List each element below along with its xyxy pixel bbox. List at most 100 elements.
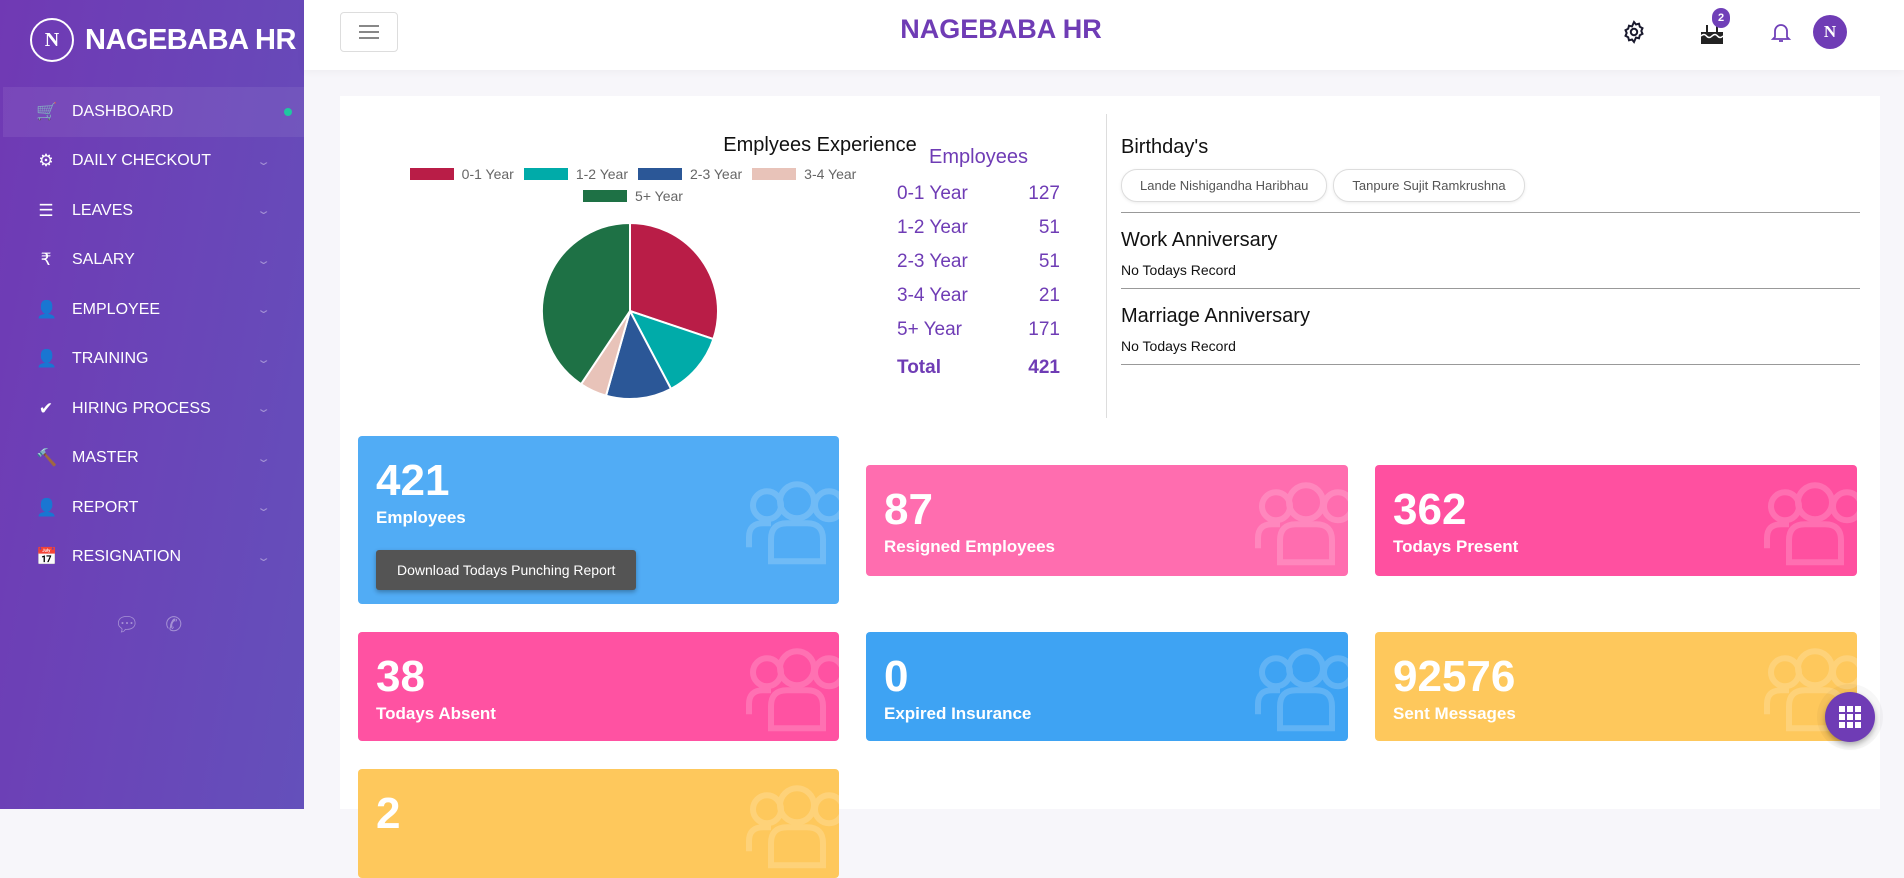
legend-item[interactable]: 1-2 Year: [523, 166, 628, 182]
stat-label: Expired Insurance: [884, 704, 1032, 723]
legend-label: 3-4 Year: [804, 166, 857, 182]
sidebar-item-label: DAILY CHECKOUT: [72, 152, 211, 170]
stat-label: Todays Present: [1393, 537, 1519, 556]
menu-toggle-button[interactable]: [340, 12, 398, 52]
chart-legend: 0-1 Year 1-2 Year 2-3 Year 3-4 Year 5+ Year: [405, 166, 861, 204]
stat-value: 92576: [1393, 652, 1516, 701]
page-title: NAGEBABA HR: [900, 14, 1102, 44]
birthdays-heading: Birthday's: [1121, 136, 1209, 158]
legend-item[interactable]: 3-4 Year: [752, 166, 856, 182]
row-label: 0-1 Year: [897, 183, 968, 204]
chevron-down-icon: ⌄: [256, 254, 271, 267]
stat-card[interactable]: 421 Employees Download Todays Punching Rep…: [358, 436, 839, 604]
pie-slice-2-3-year[interactable]: [604, 308, 673, 400]
chevron-down-icon: ⌄: [256, 502, 271, 515]
legend-label: 0-1 Year: [461, 166, 514, 182]
legend-swatch: [752, 168, 797, 180]
experience-pie-chart: [541, 221, 719, 400]
phone-icon[interactable]: ✆: [165, 614, 183, 636]
chevron-down-icon: ⌄: [256, 551, 271, 564]
row-value: 51: [1038, 217, 1060, 238]
users-icon: [745, 477, 839, 572]
rupee-icon: ₹: [40, 250, 52, 270]
birthday-cake-icon[interactable]: 2: [1692, 8, 1732, 52]
chat-icon[interactable]: 💬︎: [114, 614, 140, 636]
legend-label: 1-2 Year: [575, 166, 628, 182]
birthday-chip[interactable]: Lande Nishigandha Haribhau: [1121, 169, 1328, 202]
sidebar-item-hiring-process[interactable]: ✔ HIRING PROCESS ⌄: [0, 384, 304, 434]
sidebar-item-dashboard[interactable]: 🛒 DASHBOARD: [3, 87, 304, 137]
sidebar-item-leaves[interactable]: ☰ LEAVES ⌄: [0, 186, 304, 236]
sidebar-item-label: LEAVES: [72, 201, 134, 219]
marriage-anniversary-heading: Marriage Anniversary: [1121, 305, 1310, 327]
legend-label: 5+ Year: [635, 188, 683, 204]
sidebar-item-daily-checkout[interactable]: ⚙ DAILY CHECKOUT ⌄: [0, 137, 304, 187]
stat-label: Resigned Employees: [884, 537, 1056, 556]
sidebar-item-label: DASHBOARD: [72, 102, 174, 120]
gear-icon: ⚙: [38, 151, 54, 171]
legend-item[interactable]: 5+ Year: [583, 188, 683, 204]
pie-slice-0-1-year[interactable]: [629, 221, 719, 341]
sidebar-item-label: EMPLOYEE: [72, 300, 161, 318]
settings-gear-icon[interactable]: [1614, 12, 1654, 52]
sidebar-item-label: RESIGNATION: [72, 548, 182, 566]
row-value: 127: [1028, 183, 1060, 204]
legend-item[interactable]: 2-3 Year: [638, 166, 742, 182]
users-icon: [1254, 478, 1348, 573]
user-icon: 👤: [36, 299, 58, 319]
employees-row: 3-4 Year 21: [897, 279, 1060, 313]
sidebar-item-training[interactable]: 👤 TRAINING ⌄: [0, 335, 304, 385]
sidebar-item-master[interactable]: 🔨 MASTER ⌄: [0, 434, 304, 484]
user-icon: 👤: [36, 497, 58, 517]
sidebar-item-employee[interactable]: 👤 EMPLOYEE ⌄: [0, 285, 304, 335]
check-icon: ✔: [38, 398, 54, 418]
row-label: 1-2 Year: [897, 217, 968, 238]
work-anniversary-text: No Todays Record: [1121, 262, 1236, 278]
stat-card[interactable]: 0 Expired Insurance: [866, 632, 1348, 741]
stat-card[interactable]: 2: [358, 769, 839, 878]
row-label: 5+ Year: [897, 319, 962, 340]
stat-value: 421: [376, 456, 450, 505]
row-value: 21: [1038, 285, 1060, 306]
row-value: 51: [1038, 251, 1060, 272]
row-value: 171: [1028, 319, 1060, 340]
pie-slice-1-2-year[interactable]: [627, 309, 715, 391]
brand-name: NAGEBABA HR: [85, 23, 296, 56]
calendar-icon: 📅: [36, 547, 58, 567]
row-label: 2-3 Year: [897, 251, 968, 272]
chevron-down-icon: ⌄: [256, 353, 271, 366]
sidebar-nav: 🛒 DASHBOARD ⚙ DAILY CHECKOUT ⌄ ☰ LEAVES ⌄ ₹ SALAR…: [0, 87, 304, 582]
stat-card[interactable]: 38 Todays Absent: [358, 632, 839, 741]
birthday-chip[interactable]: Tanpure Sujit Ramkrushna: [1333, 169, 1525, 202]
employees-summary-title: Employees: [929, 146, 1028, 168]
cart-icon: 🛒: [36, 101, 58, 121]
active-indicator: [284, 107, 292, 116]
employees-row: 2-3 Year 51: [897, 245, 1060, 279]
sidebar-item-label: MASTER: [72, 449, 139, 467]
sidebar-footer: 💬︎ ✆: [114, 612, 182, 637]
top-header: NAGEBABA HR 2 N: [304, 0, 1904, 70]
stat-card[interactable]: 92576 Sent Messages: [1375, 632, 1857, 741]
pie-slice-5-year[interactable]: [541, 221, 631, 386]
stat-card[interactable]: 87 Resigned Employees: [866, 465, 1348, 576]
legend-item[interactable]: 0-1 Year: [409, 166, 514, 182]
employees-row: 0-1 Year 127: [897, 177, 1060, 211]
sidebar-item-salary[interactable]: ₹ SALARY ⌄: [0, 236, 304, 286]
sidebar-item-label: REPORT: [72, 498, 139, 516]
sidebar-item-report[interactable]: 👤 REPORT ⌄: [0, 483, 304, 533]
sidebar-item-resignation[interactable]: 📅 RESIGNATION ⌄: [0, 533, 304, 583]
apps-grid-button[interactable]: [1825, 692, 1875, 742]
vertical-divider: [1106, 114, 1107, 418]
brand[interactable]: N NAGEBABA HR: [0, 0, 304, 80]
download-punching-report-button[interactable]: Download Todays Punching Report: [376, 550, 637, 590]
users-icon: [1254, 644, 1348, 739]
sidebar-item-label: SALARY: [72, 251, 135, 269]
marriage-anniversary-text: No Todays Record: [1121, 338, 1236, 354]
user-avatar[interactable]: N: [1810, 12, 1850, 52]
legend-swatch: [523, 168, 568, 180]
stat-label: Sent Messages: [1393, 704, 1516, 723]
chevron-down-icon: ⌄: [256, 205, 271, 218]
notification-bell-icon[interactable]: [1761, 12, 1801, 52]
stat-card[interactable]: 362 Todays Present: [1375, 465, 1857, 576]
employees-row: 5+ Year 171: [897, 313, 1060, 347]
